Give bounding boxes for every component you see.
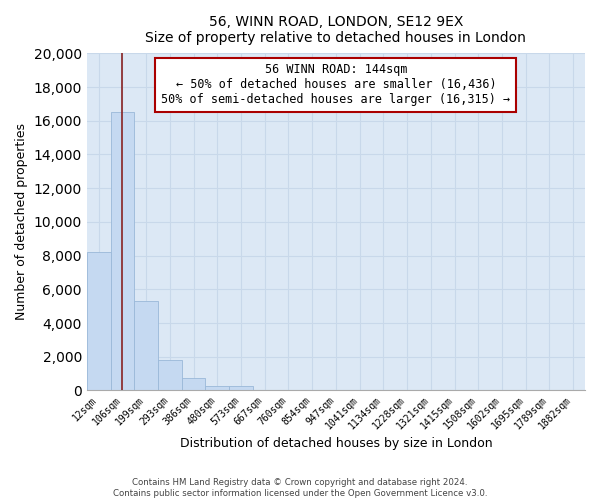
Bar: [87, 252, 110, 390]
Bar: [229, 386, 253, 390]
Bar: [205, 386, 229, 390]
Bar: [158, 360, 182, 390]
Bar: [134, 301, 158, 390]
Text: Contains HM Land Registry data © Crown copyright and database right 2024.
Contai: Contains HM Land Registry data © Crown c…: [113, 478, 487, 498]
X-axis label: Distribution of detached houses by size in London: Distribution of detached houses by size …: [179, 437, 492, 450]
Bar: [110, 112, 134, 390]
Title: 56, WINN ROAD, LONDON, SE12 9EX
Size of property relative to detached houses in : 56, WINN ROAD, LONDON, SE12 9EX Size of …: [145, 15, 526, 45]
Bar: [182, 378, 205, 390]
Y-axis label: Number of detached properties: Number of detached properties: [15, 124, 28, 320]
Text: 56 WINN ROAD: 144sqm
← 50% of detached houses are smaller (16,436)
50% of semi-d: 56 WINN ROAD: 144sqm ← 50% of detached h…: [161, 64, 511, 106]
